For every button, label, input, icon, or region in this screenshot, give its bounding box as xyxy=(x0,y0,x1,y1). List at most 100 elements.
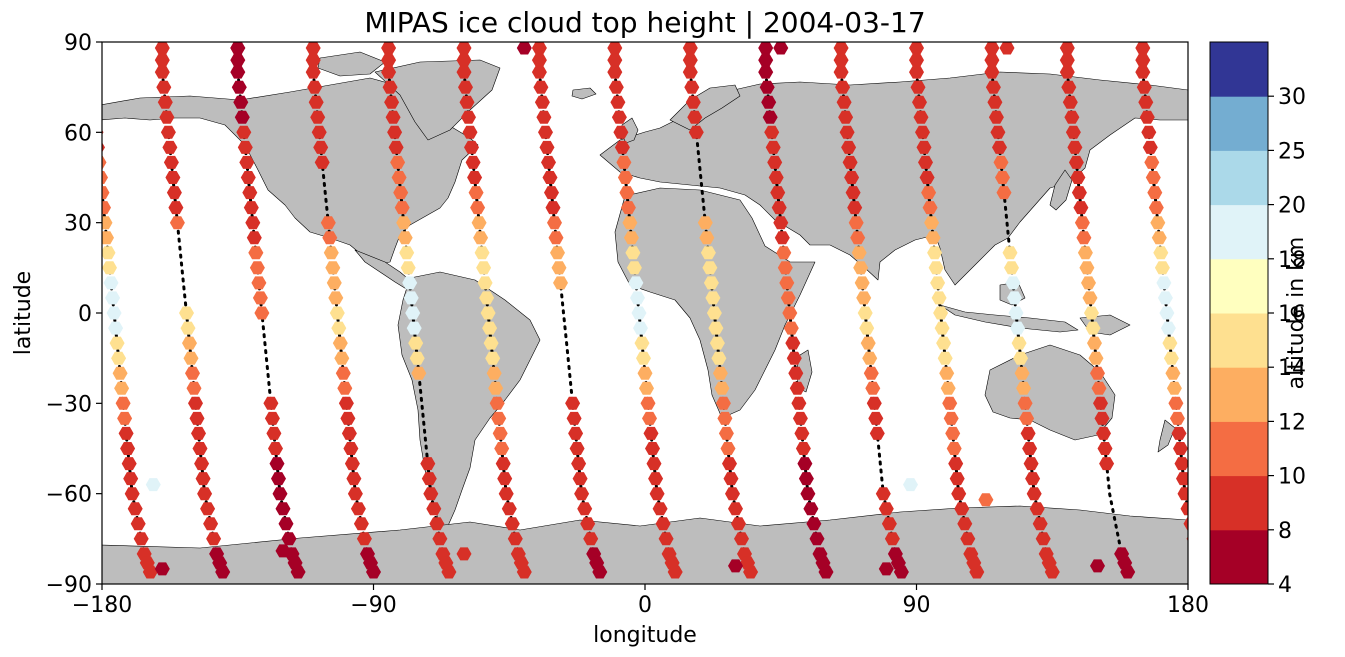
cloud-top-marker xyxy=(308,95,324,109)
cloud-top-marker xyxy=(420,457,436,471)
cloud-top-marker xyxy=(622,216,638,230)
cloud-top-marker xyxy=(768,171,784,184)
cloud-top-marker xyxy=(111,351,127,365)
cloud-top-marker xyxy=(130,517,146,531)
cloud-top-marker xyxy=(482,321,498,335)
cloud-top-marker xyxy=(919,171,935,184)
cloud-top-marker xyxy=(682,42,698,55)
cloud-top-marker xyxy=(794,426,810,440)
cloud-top-marker xyxy=(933,306,949,320)
cloud-top-marker xyxy=(1093,396,1108,410)
cloud-top-marker xyxy=(409,351,425,365)
north-america xyxy=(102,77,479,266)
cloud-top-marker xyxy=(145,478,161,492)
cloud-top-marker xyxy=(516,565,532,579)
cloud-top-marker xyxy=(341,426,357,440)
cloud-top-marker xyxy=(569,442,585,455)
cloud-top-marker xyxy=(643,426,659,440)
cloud-top-marker xyxy=(1162,336,1178,350)
cloud-top-marker xyxy=(124,487,140,501)
cloud-top-marker xyxy=(1013,351,1029,365)
cloud-top-marker xyxy=(456,547,472,561)
cloud-top-marker xyxy=(1007,291,1022,305)
cloud-top-marker xyxy=(777,261,793,275)
cloud-top-marker xyxy=(470,201,486,215)
cloud-top-marker xyxy=(346,472,362,486)
cloud-top-marker xyxy=(1011,336,1027,350)
cloud-top-marker xyxy=(946,442,962,455)
cloud-top-marker xyxy=(473,231,489,245)
cloud-top-marker xyxy=(1174,457,1188,471)
cloud-top-marker xyxy=(1023,457,1039,471)
colorbar-segment xyxy=(1210,529,1268,585)
cloud-top-marker xyxy=(343,442,359,455)
cloud-top-marker xyxy=(859,321,875,335)
cloud-top-marker xyxy=(646,457,662,471)
cloud-top-marker xyxy=(456,42,472,55)
cloud-top-marker xyxy=(329,306,345,320)
cloud-top-marker xyxy=(667,565,683,579)
cloud-top-marker xyxy=(1176,472,1188,486)
cloud-top-marker xyxy=(1135,65,1151,79)
cloud-top-marker xyxy=(246,231,262,245)
cloud-top-marker xyxy=(468,186,484,200)
cloud-top-marker xyxy=(1059,42,1075,55)
cloud-top-marker xyxy=(835,80,851,94)
y-axis: −90 −60 −30 0 30 60 90 xyxy=(46,31,102,598)
cloud-top-marker xyxy=(1090,559,1105,573)
cloud-top-marker xyxy=(234,110,250,124)
cloud-top-marker xyxy=(685,95,701,109)
cloud-top-marker xyxy=(951,487,967,501)
cloud-top-marker xyxy=(718,426,734,440)
colorbar-segment xyxy=(1210,42,1268,97)
cloud-top-marker xyxy=(1044,565,1060,579)
cloud-top-marker xyxy=(254,306,270,320)
cloud-top-marker xyxy=(501,502,517,516)
cloud-top-marker xyxy=(658,532,674,546)
cloud-top-marker xyxy=(939,366,955,380)
cloud-top-marker xyxy=(192,442,208,455)
cloud-top-marker xyxy=(337,381,353,395)
cloud-top-marker xyxy=(314,155,330,169)
cloud-top-marker xyxy=(743,565,759,579)
cloud-top-marker xyxy=(350,502,366,516)
cloud-top-marker xyxy=(381,53,397,67)
colorbar-tick-label: 8 xyxy=(1278,519,1292,544)
cloud-top-marker xyxy=(856,291,872,305)
colorbar-tick-label: 14 xyxy=(1278,356,1306,381)
colorbar-tick-label: 20 xyxy=(1278,194,1306,219)
cloud-top-marker xyxy=(942,396,958,410)
cloud-top-marker xyxy=(636,351,651,365)
cloud-top-marker xyxy=(102,186,110,200)
cloud-top-marker xyxy=(497,472,513,486)
cloud-top-marker xyxy=(848,216,864,230)
y-tick-label: −90 xyxy=(46,573,92,598)
cloud-top-marker xyxy=(290,565,306,579)
cloud-top-marker xyxy=(477,276,493,290)
cloud-top-marker xyxy=(252,291,268,305)
cloud-top-marker xyxy=(179,306,194,320)
cloud-top-marker xyxy=(180,321,196,335)
cloud-top-marker xyxy=(761,95,777,109)
cloud-top-marker xyxy=(614,140,630,154)
cloud-top-marker xyxy=(1139,110,1155,124)
cloud-top-marker xyxy=(243,201,259,215)
cloud-top-marker xyxy=(117,411,133,425)
cloud-top-marker xyxy=(1079,261,1095,275)
cloud-top-marker xyxy=(912,95,927,109)
cloud-top-marker xyxy=(771,201,787,215)
cloud-top-marker xyxy=(1156,276,1172,290)
cloud-top-marker xyxy=(471,216,487,230)
cloud-top-marker xyxy=(909,65,924,79)
cloud-top-marker xyxy=(344,457,360,471)
cloud-top-marker xyxy=(1183,517,1188,531)
cloud-top-marker xyxy=(993,155,1009,169)
cloud-top-marker xyxy=(1065,125,1081,139)
cloud-top-marker xyxy=(841,140,857,154)
cloud-top-marker xyxy=(782,306,798,320)
cloud-top-marker xyxy=(467,171,483,184)
cloud-top-marker xyxy=(266,426,282,440)
cloud-top-marker xyxy=(1091,381,1107,395)
cloud-top-marker xyxy=(426,502,442,516)
cloud-top-marker xyxy=(264,411,280,425)
